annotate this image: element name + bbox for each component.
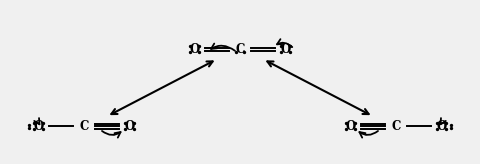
Text: O: O <box>124 120 135 133</box>
Text: O: O <box>345 120 356 133</box>
Text: O: O <box>189 43 200 56</box>
Text: O: O <box>280 43 291 56</box>
Text: O: O <box>436 120 447 133</box>
Text: O: O <box>33 120 44 133</box>
Text: C: C <box>79 120 89 133</box>
Text: C: C <box>235 43 245 56</box>
Text: C: C <box>391 120 401 133</box>
